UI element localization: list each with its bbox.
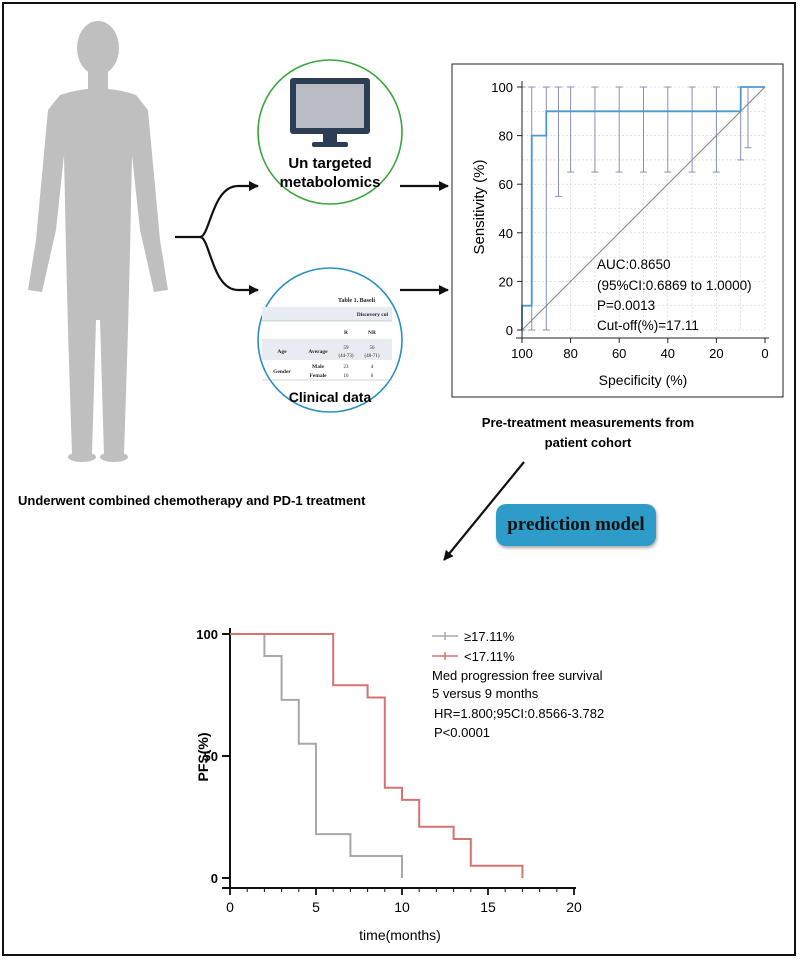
table-cell: 16	[344, 374, 350, 379]
table-col-nr: NR	[368, 330, 377, 336]
km-x-tick-label: 0	[226, 899, 234, 915]
roc-x-tick-label: 80	[563, 346, 577, 361]
metabolomics-label-line1: Un targeted	[288, 155, 371, 172]
roc-reference-diagonal	[521, 86, 766, 331]
roc-x-tick-label: 40	[661, 346, 675, 361]
km-curve-high	[230, 633, 403, 878]
table-title: Table 1. Baseli	[338, 298, 375, 304]
roc-y-tick-label: 60	[499, 177, 513, 192]
table-cell: (44-73)	[339, 354, 354, 359]
roc-y-tick-label: 0	[506, 323, 513, 338]
km-annotation-median: Med progression free survival	[432, 668, 603, 683]
roc-x-tick-label: 0	[761, 346, 768, 361]
table-col-r: R	[344, 330, 349, 336]
km-x-ticks: 0 5 10 15 20	[226, 888, 582, 915]
prediction-model-badge: prediction model	[496, 504, 656, 546]
roc-axes	[516, 81, 769, 339]
km-axes	[222, 628, 576, 889]
roc-curve	[521, 86, 765, 330]
legend-label-high: ≥17.11%	[464, 629, 515, 644]
km-annotation-hr: HR=1.800;95CI:0.8566-3.782	[434, 706, 604, 721]
table-row-female: Female	[309, 373, 327, 379]
metabolomics-label-line2: metabolomics	[280, 174, 381, 191]
table-cell: 6	[371, 374, 374, 379]
table-cell: 56	[370, 346, 376, 351]
roc-x-label: Specificity (%)	[599, 372, 688, 388]
km-x-tick-label: 5	[312, 899, 320, 915]
roc-y-tick-label: 20	[499, 274, 513, 289]
roc-panel: 100 80 60 40 20 0 0 20 40 60 80 100 Specificity (%…	[451, 63, 784, 398]
km-x-label: time(months)	[359, 927, 441, 943]
km-y-ticks: 0 50 100	[196, 627, 230, 886]
clinical-label: Clinical data	[289, 389, 372, 405]
km-curve-low	[230, 633, 524, 878]
clinical-node: Table 1. Baseli Discovery col R NR Age A…	[257, 267, 403, 413]
table-cell: (48-71)	[365, 354, 380, 359]
table-row-gender: Gender	[273, 369, 291, 375]
metabolomics-node: Un targeted metabolomics	[257, 59, 403, 205]
patient-caption: Underwent combined chemotherapy and PD-1…	[18, 493, 366, 508]
roc-y-ticks: 0 20 40 60 80 100	[491, 80, 522, 338]
table-group-header: Discovery col	[357, 312, 389, 318]
km-y-tick-label: 0	[211, 871, 218, 886]
prediction-model-label: prediction model	[507, 514, 645, 535]
table-cell: 23	[344, 365, 350, 370]
roc-y-tick-label: 100	[491, 80, 513, 95]
roc-y-label: Sensitivity (%)	[471, 159, 488, 254]
legend-label-low: <17.11%	[464, 649, 515, 664]
branch-connector	[175, 181, 525, 561]
roc-y-tick-label: 80	[499, 129, 513, 144]
km-panel: 0 5 10 15 20 0 50 100 time(months) PFS(%) ≥17.…	[195, 627, 604, 943]
table-row-male: Male	[312, 364, 324, 370]
roc-x-tick-label: 60	[612, 346, 626, 361]
km-legend: ≥17.11% <17.11%	[432, 629, 515, 664]
table-row-age: Age	[277, 349, 287, 355]
baseline-table: Table 1. Baseli Discovery col R NR Age A…	[262, 298, 392, 381]
roc-annotation-ci: (95%CI:0.6869 to 1.0000)	[597, 278, 752, 293]
roc-x-tick-label: 100	[511, 346, 533, 361]
km-x-tick-label: 20	[566, 899, 582, 915]
roc-x-tick-label: 20	[709, 346, 723, 361]
roc-y-tick-label: 40	[499, 226, 513, 241]
table-cell: 59	[344, 346, 350, 351]
roc-annotation-cutoff: Cut-off(%)=17.11	[597, 318, 699, 333]
km-x-tick-label: 10	[394, 899, 410, 915]
km-annotation-p: P<0.0001	[434, 725, 490, 740]
human-silhouette-icon	[28, 21, 168, 462]
table-cell: 4	[371, 365, 374, 370]
roc-annotation-p: P=0.0013	[597, 298, 655, 313]
table-row-average: Average	[308, 349, 328, 355]
km-annotation-versus: 5 versus 9 months	[432, 686, 539, 701]
monitor-icon	[290, 78, 370, 147]
roc-caption-line2: patient cohort	[545, 435, 632, 450]
roc-annotation-auc: AUC:0.8650	[597, 257, 671, 272]
km-y-label: PFS(%)	[195, 733, 211, 782]
km-y-tick-label: 50	[204, 749, 218, 764]
roc-caption-line1: Pre-treatment measurements from	[482, 415, 694, 430]
km-y-tick-label: 100	[196, 627, 218, 642]
roc-x-ticks: 100 80 60 40 20 0	[511, 338, 769, 361]
km-x-tick-label: 15	[480, 899, 496, 915]
